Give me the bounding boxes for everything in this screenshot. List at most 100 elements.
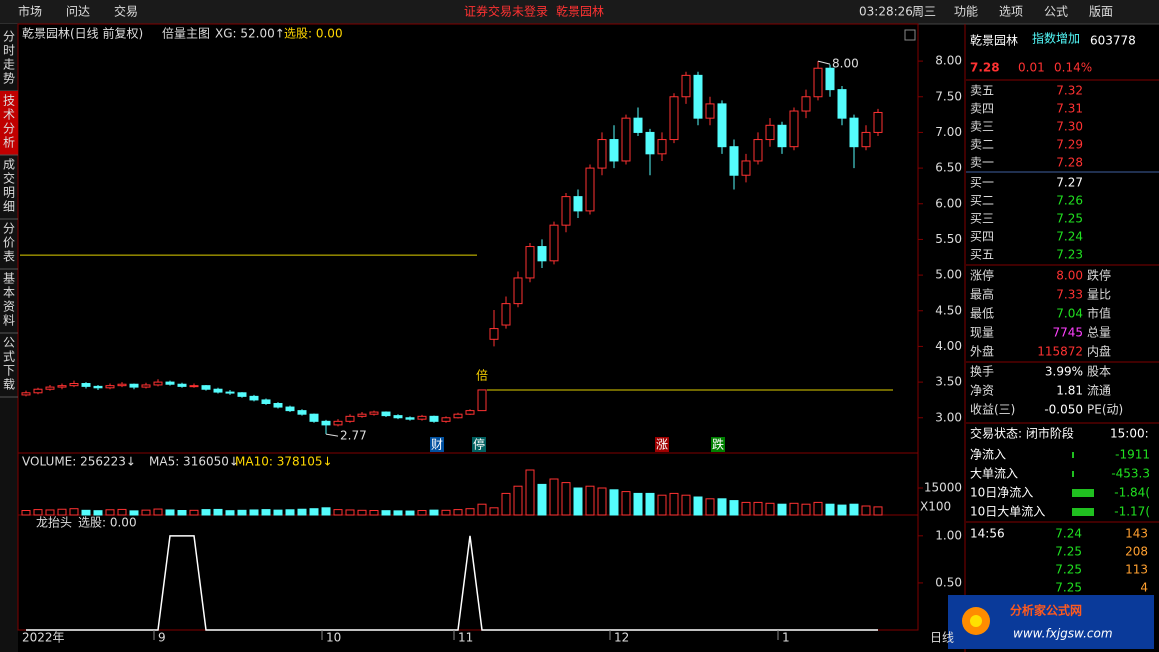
tick-price: 7.24 xyxy=(1055,527,1082,541)
side-tab[interactable]: 析 xyxy=(3,136,15,150)
side-tab[interactable]: 价 xyxy=(3,236,15,250)
side-tab[interactable]: 细 xyxy=(3,200,15,214)
menu-item[interactable]: 版面 xyxy=(1089,5,1113,19)
tick-volume: 208 xyxy=(1125,545,1148,559)
candle-body xyxy=(165,381,175,385)
tick-price: 7.25 xyxy=(1055,545,1082,559)
volume-bar xyxy=(333,509,343,516)
candle-body xyxy=(117,383,127,387)
side-tab[interactable]: 技 xyxy=(3,94,15,108)
event-label[interactable]: 停 xyxy=(473,437,485,452)
stat-value: -0.050 xyxy=(1044,403,1083,417)
window-button[interactable] xyxy=(904,29,916,41)
period-label[interactable]: 日线 xyxy=(930,631,954,645)
stat-label: 股本 xyxy=(1087,365,1111,379)
flow-bar xyxy=(1072,471,1074,477)
event-badge xyxy=(430,437,444,452)
side-tab[interactable]: 资 xyxy=(3,300,15,314)
candle-body xyxy=(93,385,103,389)
y-tick-label: 5.00 xyxy=(935,268,962,282)
side-tab[interactable]: 交 xyxy=(3,171,15,186)
event-badge xyxy=(655,437,669,452)
volume-bar xyxy=(489,507,499,516)
candle-body xyxy=(777,124,787,148)
volume-bar xyxy=(405,510,415,516)
tick-price: 7.25 xyxy=(1055,563,1082,577)
side-tab[interactable]: 表 xyxy=(3,250,15,264)
candle-body xyxy=(57,385,67,388)
side-tab[interactable]: 术 xyxy=(3,108,15,122)
book-label: 买二 xyxy=(970,194,994,208)
volume-bar xyxy=(525,469,535,516)
side-tab[interactable]: 时 xyxy=(3,44,15,58)
indicator-value: XG: 52.00↑ xyxy=(215,27,285,41)
candle-body xyxy=(105,385,115,389)
menu-item[interactable]: 功能 xyxy=(954,5,978,19)
candle-body xyxy=(585,167,595,212)
volume-bar xyxy=(21,510,31,516)
flow-label: 净流入 xyxy=(970,448,1006,462)
volume-bar xyxy=(285,509,295,516)
side-tab[interactable]: 基 xyxy=(3,272,15,286)
event-label[interactable]: 涨 xyxy=(656,437,668,452)
side-tab[interactable]: 分 xyxy=(3,222,15,236)
side-tab[interactable]: 分 xyxy=(3,122,15,136)
x-tick-label: 12 xyxy=(614,631,629,645)
side-tab[interactable]: 料 xyxy=(3,314,15,328)
candle-body xyxy=(525,246,535,279)
stat-label: 净资 xyxy=(970,384,994,398)
side-tab[interactable]: 式 xyxy=(3,350,15,364)
volume-bar xyxy=(189,509,199,516)
volume-bar xyxy=(33,509,43,516)
y-tick-label: 7.00 xyxy=(935,125,962,139)
candle-body xyxy=(477,389,487,412)
candle-body xyxy=(609,139,619,162)
volume-bar xyxy=(381,510,391,516)
side-tab[interactable]: 分 xyxy=(3,30,15,44)
menu-item[interactable]: 公式 xyxy=(1044,5,1068,19)
price-pct: 0.14% xyxy=(1054,61,1092,75)
y-tick-label: 8.00 xyxy=(935,54,962,68)
stat-label: 总量 xyxy=(1087,326,1111,340)
volume-bar xyxy=(369,510,379,516)
legend-entry: MA5: 316050↓ xyxy=(149,455,239,469)
side-tab[interactable]: 势 xyxy=(3,72,15,86)
volume-bar xyxy=(741,501,751,516)
book-price: 7.24 xyxy=(1056,230,1083,244)
side-tab[interactable]: 明 xyxy=(3,186,15,200)
side-tab[interactable]: 本 xyxy=(3,286,15,300)
side-tab[interactable]: 成 xyxy=(3,158,15,172)
y-tick-label: 6.50 xyxy=(935,161,962,175)
book-label: 卖一 xyxy=(970,156,994,170)
candle-body xyxy=(681,74,691,98)
tick-volume: 143 xyxy=(1125,527,1148,541)
menu-item[interactable]: 选项 xyxy=(999,5,1023,19)
candle-body xyxy=(693,74,703,119)
candle-body xyxy=(237,392,247,397)
event-label[interactable]: 跌 xyxy=(712,437,724,452)
event-label[interactable]: 财 xyxy=(431,438,443,452)
candle-body xyxy=(765,124,775,141)
indicator-value: 选股: 0.00 xyxy=(284,27,343,41)
candle-body xyxy=(285,406,295,412)
candle-body xyxy=(753,139,763,162)
volume-bar xyxy=(549,478,559,516)
side-tab[interactable]: 公 xyxy=(3,336,15,350)
y-tick-label: 4.00 xyxy=(935,339,962,353)
flow-bar xyxy=(1072,489,1094,497)
menu-item[interactable]: 问达 xyxy=(66,5,90,19)
book-price: 7.28 xyxy=(1056,156,1083,170)
side-tab[interactable]: 走 xyxy=(3,58,15,72)
tick-volume: 4 xyxy=(1140,581,1148,595)
side-tab[interactable]: 载 xyxy=(3,378,15,392)
candle-body xyxy=(309,413,319,422)
side-tab[interactable]: 下 xyxy=(3,364,15,378)
menu-item[interactable]: 交易 xyxy=(114,4,138,19)
high-label: 8.00 xyxy=(832,57,859,71)
candle-body xyxy=(225,391,235,394)
candle-body xyxy=(489,328,499,340)
candle-body xyxy=(297,410,307,415)
event-badge xyxy=(472,437,486,452)
volume-bar xyxy=(201,509,211,516)
menu-item[interactable]: 市场 xyxy=(18,4,42,19)
